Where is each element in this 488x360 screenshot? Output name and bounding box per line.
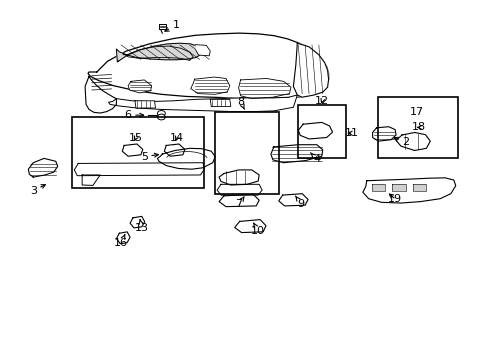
Polygon shape (135, 101, 155, 108)
Text: 7: 7 (235, 197, 244, 210)
Polygon shape (219, 170, 259, 185)
Polygon shape (298, 122, 332, 139)
Text: 13: 13 (135, 220, 148, 233)
Polygon shape (371, 184, 385, 191)
Polygon shape (116, 232, 130, 244)
Text: 14: 14 (170, 132, 183, 143)
Text: 8: 8 (237, 96, 244, 109)
Polygon shape (238, 78, 290, 99)
Polygon shape (234, 220, 265, 233)
Polygon shape (159, 24, 166, 29)
Text: 2: 2 (393, 137, 408, 147)
Bar (377, 97, 457, 158)
Polygon shape (190, 77, 229, 94)
Polygon shape (82, 175, 100, 185)
Polygon shape (108, 95, 297, 112)
Circle shape (157, 114, 165, 120)
Text: 16: 16 (114, 235, 128, 248)
Text: 3: 3 (30, 185, 45, 196)
Polygon shape (219, 194, 259, 207)
Text: 10: 10 (251, 223, 264, 236)
Text: 11: 11 (345, 128, 358, 138)
Polygon shape (412, 184, 426, 191)
Polygon shape (85, 76, 116, 113)
Text: 19: 19 (387, 194, 401, 204)
Text: 1: 1 (164, 20, 179, 31)
Polygon shape (88, 33, 328, 99)
Polygon shape (128, 80, 151, 93)
Text: 17: 17 (409, 107, 423, 117)
Polygon shape (270, 145, 322, 163)
Polygon shape (217, 184, 262, 195)
Text: 4: 4 (310, 153, 320, 164)
Text: 5: 5 (141, 152, 158, 162)
Polygon shape (130, 216, 144, 228)
Polygon shape (116, 43, 201, 62)
Text: 9: 9 (295, 196, 304, 209)
Polygon shape (74, 163, 204, 176)
Circle shape (157, 111, 165, 116)
Polygon shape (164, 144, 184, 156)
Bar (72, 117, 204, 188)
Text: 18: 18 (411, 122, 425, 132)
Polygon shape (157, 148, 215, 169)
Text: 12: 12 (315, 96, 328, 106)
Bar (298, 105, 346, 158)
Polygon shape (278, 194, 307, 206)
Bar (215, 112, 278, 194)
Text: 15: 15 (129, 132, 142, 143)
Polygon shape (195, 45, 210, 56)
Polygon shape (293, 43, 328, 97)
Polygon shape (210, 99, 230, 107)
Polygon shape (362, 178, 455, 203)
Text: 6: 6 (124, 110, 143, 120)
Polygon shape (395, 132, 429, 150)
Polygon shape (122, 144, 142, 156)
Polygon shape (372, 127, 395, 141)
Polygon shape (28, 158, 58, 177)
Polygon shape (391, 184, 405, 191)
